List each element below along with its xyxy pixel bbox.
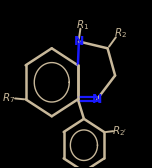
Text: $R_{2'}$: $R_{2'}$ bbox=[112, 124, 128, 138]
Text: N: N bbox=[92, 93, 102, 106]
Text: $R_7$: $R_7$ bbox=[2, 91, 15, 105]
Text: N: N bbox=[74, 35, 84, 48]
Text: $R_2$: $R_2$ bbox=[114, 26, 127, 40]
Text: $R_1$: $R_1$ bbox=[76, 18, 89, 32]
